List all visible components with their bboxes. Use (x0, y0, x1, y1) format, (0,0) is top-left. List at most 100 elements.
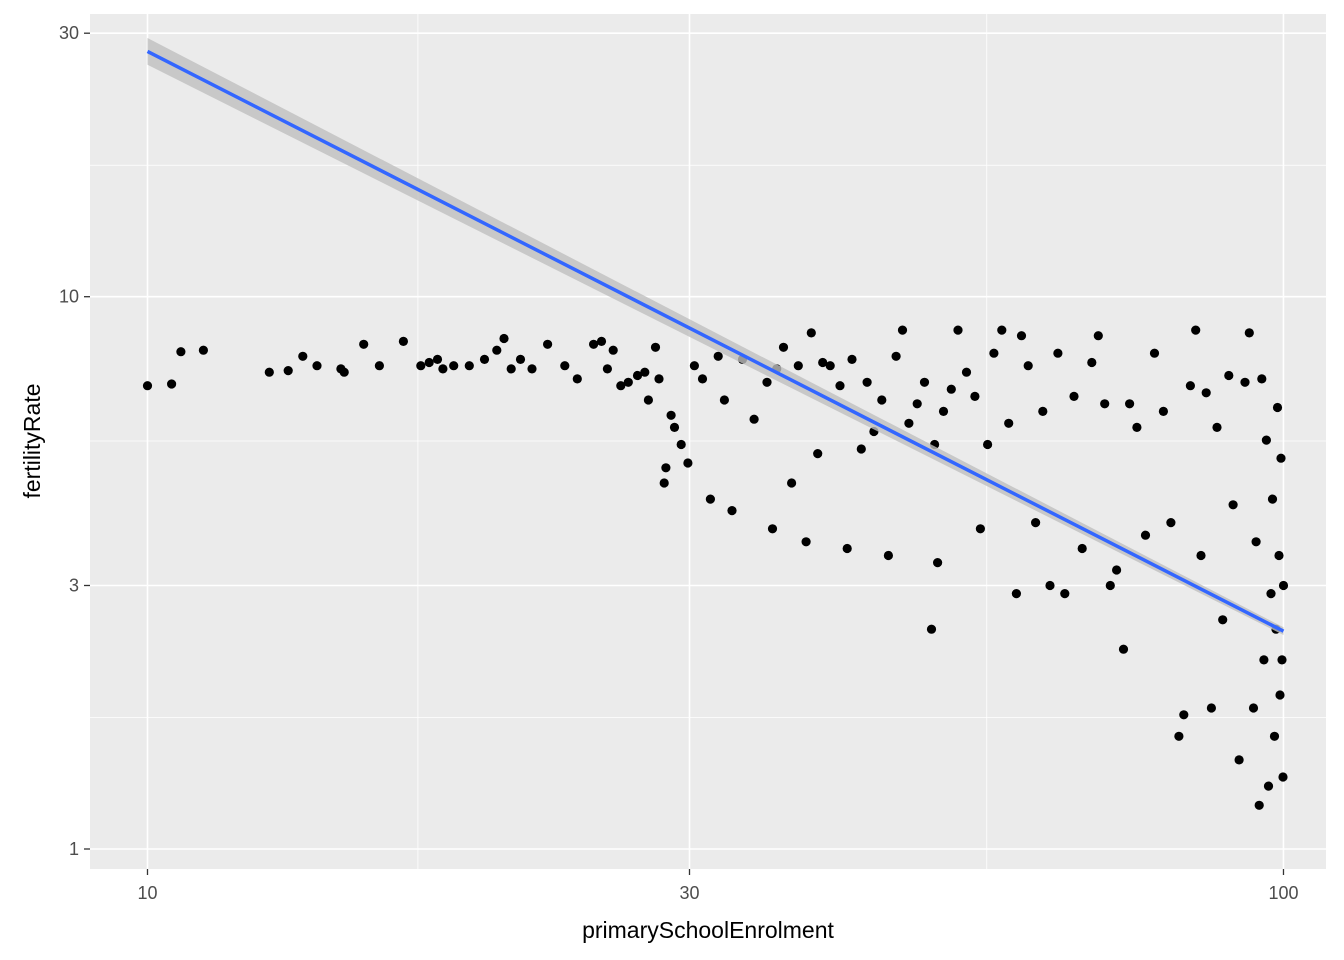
data-point (339, 367, 349, 377)
data-point (1240, 377, 1250, 387)
data-point (464, 361, 474, 371)
data-point (1077, 543, 1087, 554)
data-point (560, 361, 570, 371)
data-point (825, 361, 835, 371)
data-point (264, 367, 274, 377)
data-point (1266, 589, 1276, 599)
data-point (926, 624, 937, 634)
data-point (643, 395, 654, 405)
data-point (424, 357, 434, 368)
y-tick-label: 30 (59, 23, 79, 43)
data-point (650, 342, 661, 352)
data-point (801, 537, 811, 547)
data-point (1118, 644, 1129, 654)
data-point (862, 377, 872, 387)
data-point (1004, 418, 1014, 428)
smooth-line (146, 49, 1285, 633)
data-point (1278, 580, 1289, 591)
data-point (1087, 357, 1097, 368)
data-point (891, 351, 901, 361)
data-point (1224, 370, 1234, 381)
x-tick-label: 30 (679, 883, 699, 903)
data-point (835, 381, 845, 391)
data-point (975, 524, 986, 534)
data-point (602, 364, 613, 374)
data-point (632, 370, 643, 381)
data-point (515, 354, 526, 364)
data-point (1234, 755, 1244, 765)
data-point (1179, 710, 1189, 720)
x-axis-title: primarySchoolEnrolment (582, 917, 834, 943)
data-point (176, 347, 186, 357)
x-tick-label: 100 (1268, 883, 1298, 903)
data-point (1272, 402, 1283, 413)
data-point (438, 364, 448, 374)
data-point (1248, 703, 1259, 713)
data-point (142, 381, 153, 391)
data-point (1031, 518, 1041, 528)
data-point (167, 379, 177, 389)
data-point (953, 325, 963, 335)
data-point (1016, 331, 1027, 341)
data-point (449, 361, 459, 371)
data-point (1201, 388, 1211, 398)
data-point (1069, 391, 1079, 401)
data-point (904, 418, 914, 428)
y-tick-label: 3 (69, 575, 79, 595)
data-point (640, 367, 650, 377)
data-point (1053, 348, 1063, 358)
y-axis-ticks: 1 3 10 30 (59, 23, 90, 859)
data-point (778, 342, 789, 352)
data-point (1093, 331, 1103, 341)
data-point (806, 328, 816, 338)
data-point (1278, 772, 1288, 782)
plot-panel (90, 14, 1326, 869)
data-point (298, 351, 308, 361)
data-point (938, 406, 949, 416)
data-point (912, 399, 922, 409)
data-point (989, 348, 999, 358)
data-point (1125, 399, 1135, 409)
data-point (697, 374, 708, 384)
data-point (1218, 615, 1228, 625)
data-point (359, 339, 369, 349)
data-point (654, 374, 664, 384)
minor-gridlines (90, 14, 1326, 869)
data-point (1038, 406, 1048, 416)
data-point (616, 381, 626, 391)
data-point (813, 449, 823, 459)
data-point (946, 384, 956, 394)
data-point (623, 377, 633, 387)
data-point (1166, 518, 1176, 528)
data-point (1263, 781, 1274, 791)
data-point (1185, 381, 1195, 391)
data-point (705, 494, 716, 504)
data-point (961, 367, 972, 377)
data-point (1267, 494, 1278, 504)
y-tick-label: 1 (69, 839, 79, 859)
data-point (749, 414, 759, 424)
data-point (933, 558, 943, 568)
data-point (1275, 690, 1285, 700)
data-point (589, 339, 599, 349)
data-point (793, 361, 803, 371)
data-point (883, 550, 894, 561)
data-point (506, 364, 516, 374)
y-tick-label: 10 (59, 287, 79, 307)
data-point (1140, 530, 1151, 540)
data-point (970, 391, 980, 401)
data-point (572, 374, 582, 384)
data-point (919, 377, 930, 387)
data-point (1174, 731, 1184, 741)
data-point (856, 444, 866, 454)
data-point (713, 351, 723, 361)
data-point (842, 543, 852, 554)
data-point (676, 439, 686, 450)
data-point (1244, 328, 1254, 338)
data-point (1206, 703, 1216, 713)
data-point (596, 336, 607, 346)
data-point (479, 354, 490, 364)
data-point (1100, 399, 1110, 409)
data-point (787, 478, 797, 488)
